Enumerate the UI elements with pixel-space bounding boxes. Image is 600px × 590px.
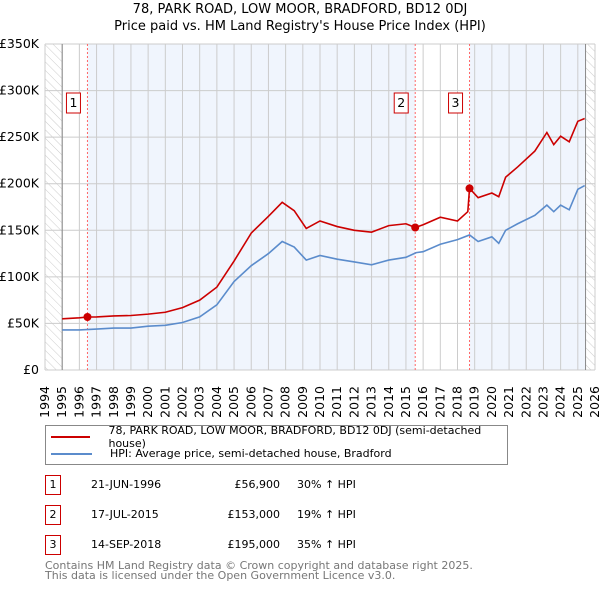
transaction-date: 21-JUN-1996 [91, 478, 162, 491]
sale-point [411, 223, 420, 232]
sale-label: 3 [452, 95, 460, 110]
x-tick-label: 1995 [54, 386, 69, 418]
transaction-marker: 2 [45, 505, 61, 525]
chart-title: 78, PARK ROAD, LOW MOOR, BRADFORD, BD12 … [132, 2, 468, 17]
price-chart: 1994 1995 1996 1997 1998 1999 2000 2001 2002 2003… [0, 36, 600, 418]
y-tick-label: £50K [7, 315, 40, 330]
x-tick-label: 2002 [175, 386, 190, 418]
transaction-date: 17-JUL-2015 [91, 508, 159, 521]
x-tick-label: 2004 [209, 386, 224, 418]
sale-point [83, 313, 92, 322]
hatch-before [45, 44, 63, 370]
x-tick-label: 2026 [587, 386, 600, 418]
sale-label-box [65, 92, 81, 114]
legend-hpi: HPI: Average price, semi-detached house,… [110, 447, 392, 460]
x-tick-label: 2019 [467, 386, 482, 418]
transaction-price: £153,000 [227, 508, 281, 521]
transaction-date: 14-SEP-2018 [91, 538, 162, 551]
x-tick-label: 2017 [432, 386, 447, 418]
x-tick-label: 2007 [260, 386, 275, 418]
x-tick-label: 2024 [553, 386, 568, 418]
sale-label-box [448, 92, 464, 114]
x-tick-label: 2012 [346, 386, 361, 418]
hatch-after [585, 44, 595, 370]
legend-swatch-hpi [51, 452, 92, 455]
hpi-line [62, 184, 586, 331]
x-tick-label: 2006 [243, 386, 258, 418]
transaction-row: 2 17-JUL-2015 £153,000 19% ↑ HPI [45, 505, 545, 525]
y-tick-label: £150K [0, 222, 40, 237]
y-tick-label: £200K [0, 176, 40, 191]
transaction-row: 3 14-SEP-2018 £195,000 35% ↑ HPI [45, 535, 545, 555]
x-tick-label: 2001 [157, 386, 172, 418]
sale-label: 2 [397, 95, 405, 110]
x-tick-label: 2018 [450, 386, 465, 418]
transaction-price: £195,000 [227, 538, 281, 551]
transaction-price: £56,900 [234, 478, 281, 491]
sale-label: 1 [69, 95, 77, 110]
chart-subtitle: Price paid vs. HM Land Registry's House … [114, 19, 486, 34]
x-tick-label: 2008 [278, 386, 293, 418]
x-tick-label: 2014 [381, 386, 396, 418]
sale-label-box [393, 92, 409, 114]
transaction-marker: 3 [45, 535, 61, 555]
legend: 78, PARK ROAD, LOW MOOR, BRADFORD, BD12 … [45, 423, 508, 465]
x-tick-label: 2020 [484, 386, 499, 418]
x-tick-label: 2021 [501, 386, 516, 418]
transaction-marker: 1 [45, 475, 61, 495]
x-tick-label: 2010 [312, 386, 327, 418]
y-tick-label: £250K [0, 129, 40, 144]
transaction-hpi: 35% ↑ HPI [297, 538, 356, 551]
y-tick-label: £100K [0, 269, 40, 284]
x-tick-label: 2015 [398, 386, 413, 418]
x-tick-label: 1999 [123, 386, 138, 418]
y-tick-label: £350K [0, 36, 40, 51]
x-tick-label: 2009 [295, 386, 310, 418]
x-tick-label: 2013 [364, 386, 379, 418]
legend-property: 78, PARK ROAD, LOW MOOR, BRADFORD, BD12 … [108, 423, 482, 450]
y-tick-label: £300K [0, 83, 40, 98]
legend-swatch-property [51, 435, 91, 438]
y-tick-label: £0 [23, 362, 39, 377]
x-tick-label: 2000 [140, 386, 155, 418]
x-tick-label: 2005 [226, 386, 241, 418]
footer: Contains HM Land Registry data © Crown c… [45, 559, 473, 582]
sale-point [465, 184, 474, 193]
transaction-hpi: 19% ↑ HPI [297, 508, 356, 521]
x-tick-label: 2016 [415, 386, 430, 418]
footer-copyright: Contains HM Land Registry data © Crown c… [45, 559, 473, 572]
x-tick-label: 2003 [192, 386, 207, 418]
transaction-row: 1 21-JUN-1996 £56,900 30% ↑ HPI [45, 475, 545, 495]
x-tick-label: 1994 [37, 386, 52, 418]
x-tick-label: 2025 [570, 386, 585, 418]
footer-licence: This data is licensed under the Open Gov… [45, 569, 396, 582]
x-tick-label: 2011 [329, 386, 344, 418]
x-tick-label: 1998 [106, 386, 121, 418]
x-tick-label: 1997 [89, 386, 104, 418]
x-tick-label: 1996 [71, 386, 86, 418]
transaction-hpi: 30% ↑ HPI [297, 478, 356, 491]
x-tick-label: 2022 [518, 386, 533, 418]
x-tick-label: 2023 [535, 386, 550, 418]
shaded-period-2 [469, 44, 586, 370]
property-line [62, 117, 585, 320]
